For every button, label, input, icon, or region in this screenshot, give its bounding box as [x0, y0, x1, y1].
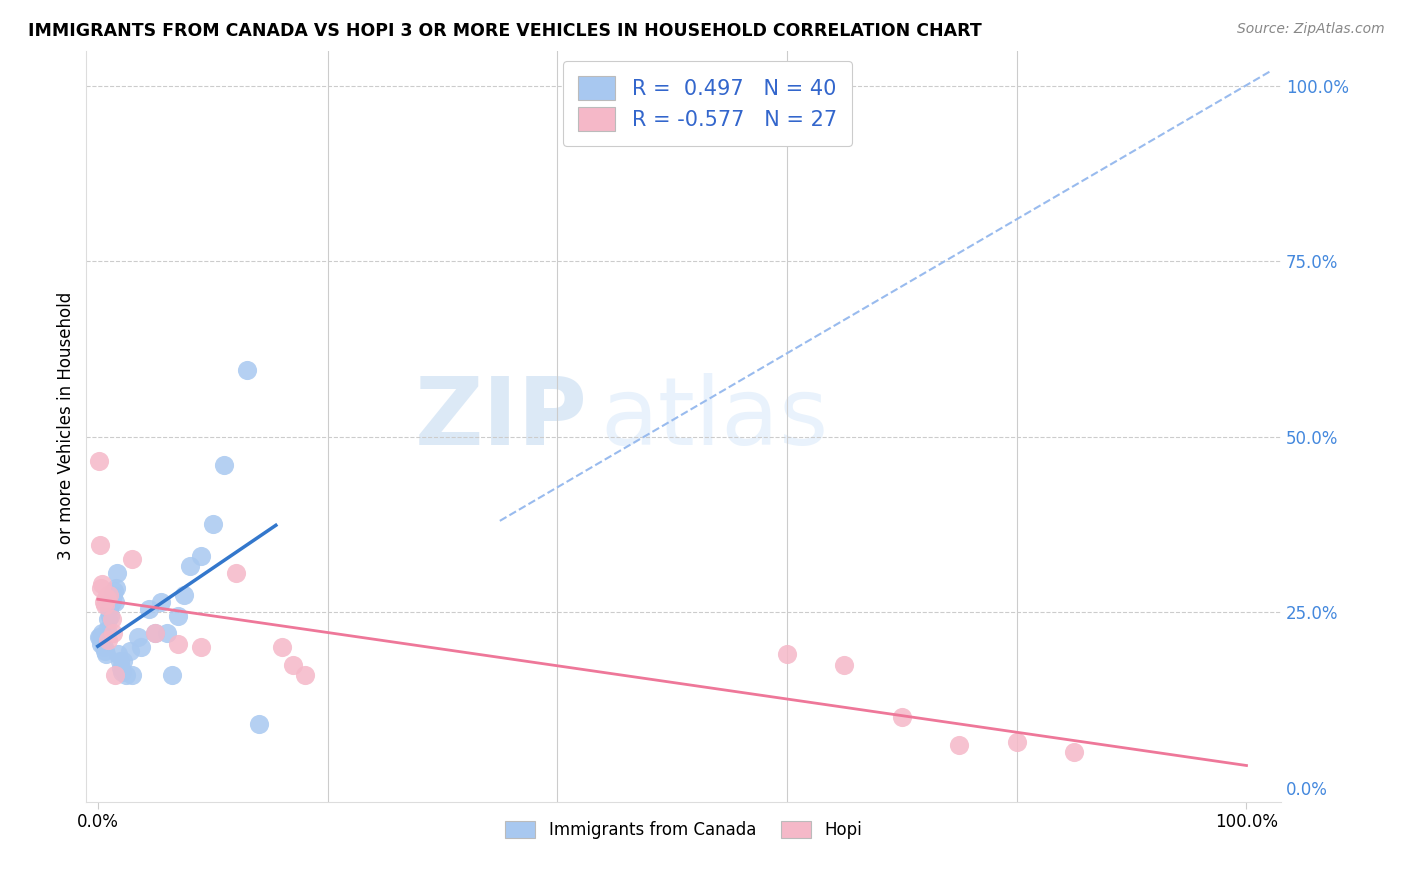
Point — [190, 640, 212, 655]
Point — [143, 626, 166, 640]
Point — [93, 594, 115, 608]
Point — [190, 549, 212, 563]
Point — [97, 633, 120, 648]
Point — [93, 598, 115, 612]
Point — [247, 717, 270, 731]
Point — [104, 668, 127, 682]
Point — [101, 588, 124, 602]
Point — [131, 640, 153, 655]
Point — [89, 630, 111, 644]
Point — [94, 591, 117, 605]
Legend: Immigrants from Canada, Hopi: Immigrants from Canada, Hopi — [499, 814, 869, 846]
Point — [201, 517, 224, 532]
Point — [294, 668, 316, 682]
Point — [121, 552, 143, 566]
Point — [101, 626, 124, 640]
Point — [138, 601, 160, 615]
Point — [162, 668, 184, 682]
Point — [121, 668, 143, 682]
Point — [87, 454, 110, 468]
Point — [118, 643, 141, 657]
Point — [167, 637, 190, 651]
Text: Source: ZipAtlas.com: Source: ZipAtlas.com — [1237, 22, 1385, 37]
Point — [90, 637, 112, 651]
Point — [100, 608, 122, 623]
Point — [236, 363, 259, 377]
Point — [179, 559, 201, 574]
Point — [93, 640, 115, 655]
Point — [111, 665, 134, 679]
Point — [97, 612, 120, 626]
Point — [270, 640, 292, 655]
Point — [143, 626, 166, 640]
Point — [87, 630, 110, 644]
Point — [96, 623, 118, 637]
Point — [103, 584, 125, 599]
Point — [1063, 746, 1085, 760]
Y-axis label: 3 or more Vehicles in Household: 3 or more Vehicles in Household — [58, 292, 75, 560]
Point — [108, 654, 131, 668]
Point — [776, 647, 799, 661]
Point — [127, 630, 149, 644]
Point — [149, 594, 172, 608]
Point — [834, 657, 856, 672]
Point — [110, 661, 132, 675]
Point — [281, 657, 304, 672]
Point — [156, 626, 179, 640]
Point — [167, 608, 190, 623]
Point — [94, 647, 117, 661]
Text: IMMIGRANTS FROM CANADA VS HOPI 3 OR MORE VEHICLES IN HOUSEHOLD CORRELATION CHART: IMMIGRANTS FROM CANADA VS HOPI 3 OR MORE… — [28, 22, 981, 40]
Point — [91, 626, 114, 640]
Point — [107, 647, 129, 661]
Point — [89, 538, 111, 552]
Point — [93, 643, 115, 657]
Point — [173, 588, 195, 602]
Point — [96, 591, 118, 605]
Text: atlas: atlas — [600, 373, 828, 465]
Point — [105, 566, 128, 581]
Point — [948, 739, 970, 753]
Point — [98, 588, 121, 602]
Point — [105, 581, 128, 595]
Point — [100, 594, 122, 608]
Point — [225, 566, 247, 581]
Point — [100, 612, 122, 626]
Point — [91, 577, 114, 591]
Text: ZIP: ZIP — [415, 373, 588, 465]
Point — [212, 458, 235, 472]
Point — [104, 594, 127, 608]
Point — [115, 668, 138, 682]
Point — [90, 581, 112, 595]
Point — [1005, 735, 1028, 749]
Point — [112, 654, 135, 668]
Point — [890, 710, 912, 724]
Point — [98, 601, 121, 615]
